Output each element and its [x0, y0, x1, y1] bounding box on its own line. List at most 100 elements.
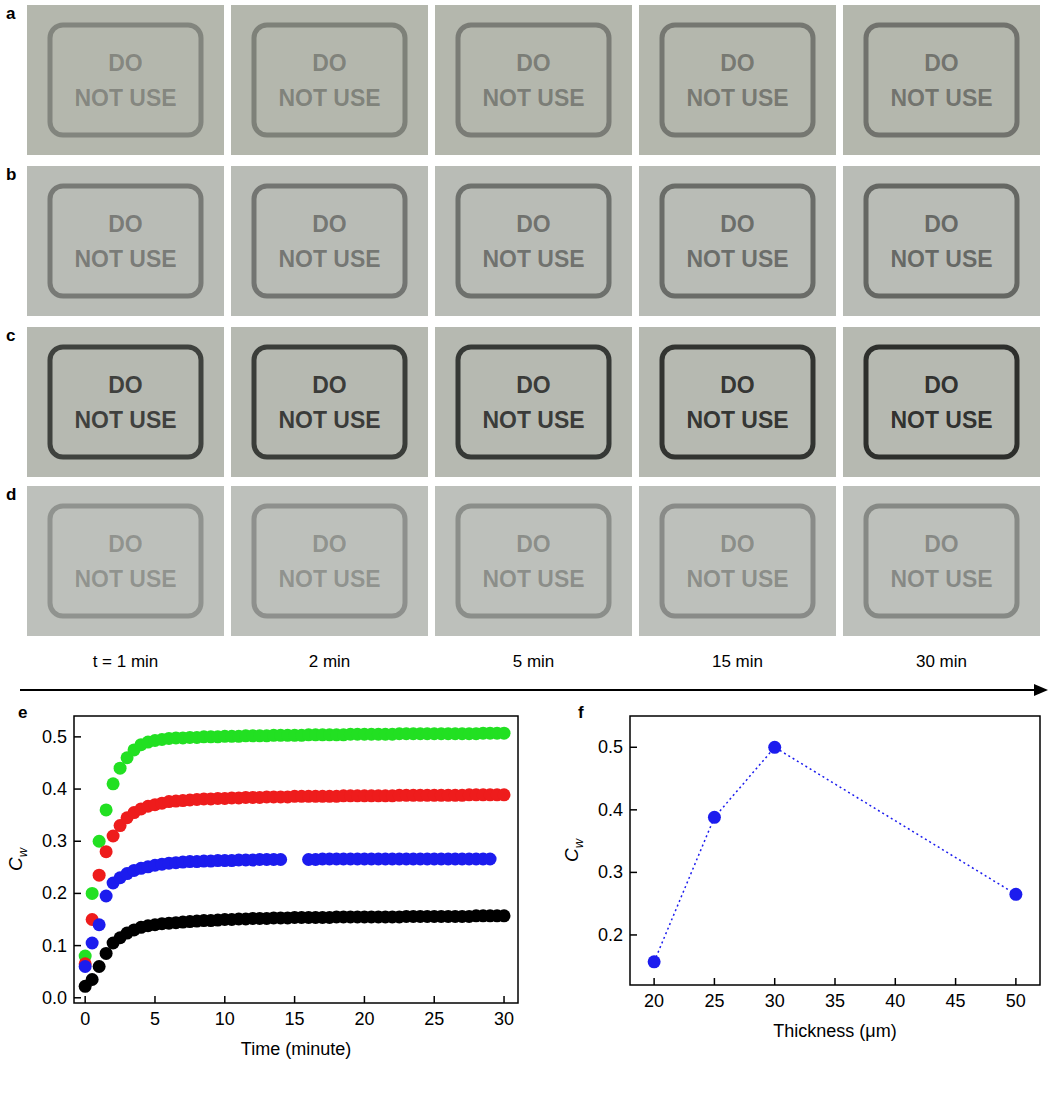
sign-text: DO	[108, 531, 143, 557]
x-tick	[653, 978, 655, 985]
panel-letter: a	[6, 4, 16, 23]
photo-background	[435, 5, 632, 155]
sign-text: NOT USE	[74, 85, 176, 111]
photo-background	[843, 5, 1040, 155]
y-tick	[74, 840, 81, 842]
sign-frame	[254, 347, 405, 457]
photo: DO NOT USE	[231, 327, 428, 477]
sign-text: NOT USE	[890, 246, 992, 272]
panel-letter: d	[6, 485, 16, 504]
sign-text: NOT USE	[278, 407, 380, 433]
photo-background	[639, 166, 836, 316]
plot-frame	[630, 716, 1040, 985]
sign-text: DO	[312, 50, 347, 76]
x-tick	[154, 996, 156, 1003]
photo-background	[435, 327, 632, 477]
sign-frame	[662, 25, 813, 135]
sign-frame	[866, 186, 1017, 296]
data-point	[274, 853, 287, 866]
x-tick-label: 50	[1006, 991, 1026, 1011]
sign-frame	[866, 506, 1017, 616]
sign-text: NOT USE	[74, 246, 176, 272]
photo: DONOT USE	[435, 5, 632, 155]
data-point	[708, 811, 721, 824]
sign-text: DO	[108, 372, 143, 398]
y-axis-title-subscript: w	[571, 837, 586, 848]
y-tick	[74, 893, 81, 895]
x-tick-label: 0	[80, 1009, 90, 1029]
y-axis-title: Cw	[561, 837, 586, 862]
data-layer	[79, 727, 511, 993]
sign-text: NOT USE	[686, 85, 788, 111]
photo: DONOT USE	[843, 327, 1040, 477]
sign-text: DO	[720, 531, 755, 557]
y-tick-label: 0.2	[42, 883, 67, 903]
x-tick	[774, 978, 776, 985]
photo-background	[231, 486, 428, 636]
panel-letter: e	[18, 703, 27, 722]
photo: DONOT USE	[639, 327, 836, 477]
data-point	[100, 845, 113, 858]
series	[79, 788, 511, 970]
photo: DONOT USE	[435, 166, 632, 316]
data-layer	[648, 741, 1023, 969]
x-tick	[955, 978, 957, 985]
x-tick-label: 15	[285, 1009, 305, 1029]
photo-background	[435, 486, 632, 636]
x-tick-label: 35	[825, 991, 845, 1011]
photo: DONOT USE	[231, 166, 428, 316]
photo: DONOT USE	[639, 5, 836, 155]
series	[79, 909, 511, 992]
sign-text: DO	[516, 211, 551, 237]
y-tick-label: 0.0	[42, 988, 67, 1008]
sign-text: DO	[312, 531, 347, 557]
x-tick-label: 30	[494, 1009, 514, 1029]
sign-text: DO	[924, 531, 959, 557]
y-tick-label: 0.3	[598, 862, 623, 882]
sign-frame	[50, 25, 201, 135]
sign-text: NOT USE	[482, 407, 584, 433]
x-tick-label: 45	[946, 991, 966, 1011]
sign-text: DO	[516, 372, 551, 398]
sign-text: NOT USE	[686, 407, 788, 433]
photo: DONOT USE	[639, 486, 836, 636]
data-point	[86, 973, 99, 986]
photo-background	[843, 486, 1040, 636]
sign-frame	[254, 186, 405, 296]
photo-background	[27, 5, 224, 155]
sign-frame	[254, 506, 405, 616]
y-tick-label: 0.5	[42, 727, 67, 747]
sign-text: DO	[924, 211, 959, 237]
data-point	[86, 936, 99, 949]
sign-text: NOT USE	[890, 85, 992, 111]
sign-text: DO	[312, 372, 347, 398]
time-label: 2 min	[309, 652, 351, 671]
photo-background	[231, 5, 428, 155]
photo-background	[843, 166, 1040, 316]
sign-frame	[50, 506, 201, 616]
data-point	[648, 955, 661, 968]
sign-frame	[662, 347, 813, 457]
x-tick	[503, 996, 505, 1003]
y-tick	[74, 997, 81, 999]
x-tick	[364, 996, 366, 1003]
time-label: t = 1 min	[93, 652, 159, 671]
data-point	[100, 803, 113, 816]
sign-text: NOT USE	[890, 566, 992, 592]
data-point	[498, 788, 511, 801]
y-tick	[630, 872, 637, 874]
sign-frame	[662, 186, 813, 296]
photo: DONOT USE	[639, 166, 836, 316]
panel-letter: b	[6, 165, 16, 184]
x-tick	[433, 996, 435, 1003]
x-tick-label: 5	[150, 1009, 160, 1029]
chart: 0510152025300.00.10.20.30.40.5Time (minu…	[5, 703, 518, 1059]
sign-frame	[50, 347, 201, 457]
y-tick	[74, 736, 81, 738]
sign-text: NOT USE	[278, 246, 380, 272]
photo: DONOT USE	[27, 5, 224, 155]
data-point	[498, 727, 511, 740]
data-point	[93, 918, 106, 931]
y-tick	[630, 747, 637, 749]
y-tick-label: 0.4	[598, 800, 623, 820]
